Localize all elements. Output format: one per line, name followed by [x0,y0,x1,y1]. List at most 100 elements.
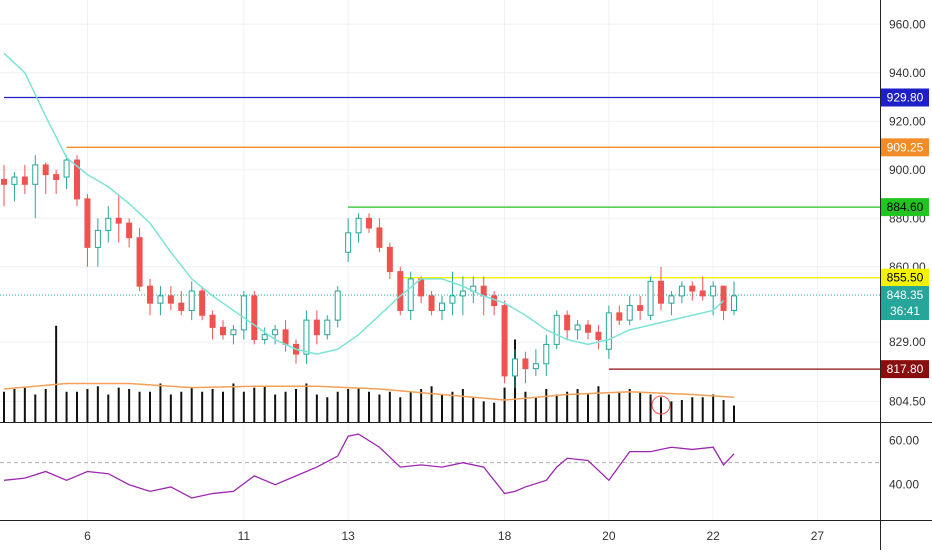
candle-body [428,295,435,311]
candle-body [42,164,49,176]
price-tick-label: 920.00 [889,114,926,128]
candle-body [115,217,122,224]
volume-bar [712,394,715,422]
time-tick-label: 11 [238,529,251,543]
candle-body [355,217,362,234]
price-tick-label: 940.00 [889,66,926,80]
volume-bar [441,394,443,422]
level-tag-884.60: 884.60 [887,200,924,214]
volume-bar [566,391,569,422]
candle-layer [1,155,737,389]
volume-bar [733,405,735,422]
candle-body [11,176,18,185]
candle-body [74,159,80,200]
time-tick-label: 6 [84,529,91,543]
candle-body [272,329,279,336]
price-tick-label: 804.50 [889,394,926,408]
volume-bar [13,389,16,422]
candle-body [32,164,39,185]
volume-bar [378,394,381,422]
candle-body [543,343,550,365]
volume-bar [482,401,485,422]
candle-body [532,363,539,370]
volume-bar [409,391,412,422]
volume-bar [701,397,704,422]
candle-body [136,237,143,287]
level-tag-929.80-bg [881,88,929,107]
candle-body [501,305,508,377]
candle-body [1,178,7,185]
volume-bar [503,387,506,422]
volume-bar [117,387,120,422]
volume-bar [326,397,329,422]
price-tick-label: 829.00 [889,335,926,349]
volume-bar [545,389,548,422]
volume-bar [430,386,433,422]
candle-body [731,295,737,311]
candle-body [699,290,706,297]
volume-bar [597,386,600,422]
volume-bar [576,389,579,422]
candle-body [376,227,383,248]
volume-bar [618,391,621,422]
level-layer [0,96,880,370]
candle-body [84,198,91,248]
candle-body [209,314,216,328]
volume-bar [587,394,589,422]
candle-body [397,271,404,311]
volume-bar [222,391,224,422]
volume-bar [232,383,235,422]
candle-body [199,290,206,316]
candle-body [658,280,664,304]
candle-body [386,246,393,273]
volume-bar [149,391,151,422]
volume-bar [180,391,183,422]
grid-layer [0,0,880,520]
candle-body [188,290,195,311]
label-layer: 960.00940.00920.00900.00880.00860.00829.… [84,17,929,543]
volume-bar [691,397,694,422]
volume-bar [201,391,204,422]
volume-bar [169,394,172,422]
candle-body [126,222,133,239]
time-tick-label: 18 [498,529,512,543]
candle-body [282,329,289,345]
volume-bar [472,397,475,422]
candle-body [647,280,654,316]
volume-bar [284,391,287,422]
volume-bar [190,387,193,422]
candle-body [407,278,414,311]
level-tag-909.25: 909.25 [887,140,924,154]
candle-body [449,295,456,304]
level-tag-884.60-bg [881,198,929,217]
volume-bar [670,401,673,422]
rsi-layer [3,433,735,499]
volume-bar [211,389,214,422]
marker-circle-icon [651,395,671,415]
time-tick-label: 20 [602,529,616,543]
candle-body [710,285,717,297]
volume-bar [649,394,652,422]
candle-body [366,217,372,229]
volume-bar [461,389,464,422]
candle-body [251,295,258,341]
volume-bar [55,325,58,422]
volume-bar [347,389,350,422]
volume-bar [159,383,162,422]
candle-body [605,312,612,350]
candle-body [418,278,425,297]
candle-body [21,176,28,185]
volume-bar [451,391,454,422]
candle-body [324,319,331,336]
volume-bar [493,402,496,422]
volume-bar [420,389,423,422]
candle-body [157,295,164,304]
candle-body [512,358,518,377]
candle-body [178,302,185,311]
price-tick-label: 960.00 [889,17,926,31]
volume-ma-line [3,382,735,401]
candle-body [53,174,60,180]
volume-bar [336,391,339,422]
